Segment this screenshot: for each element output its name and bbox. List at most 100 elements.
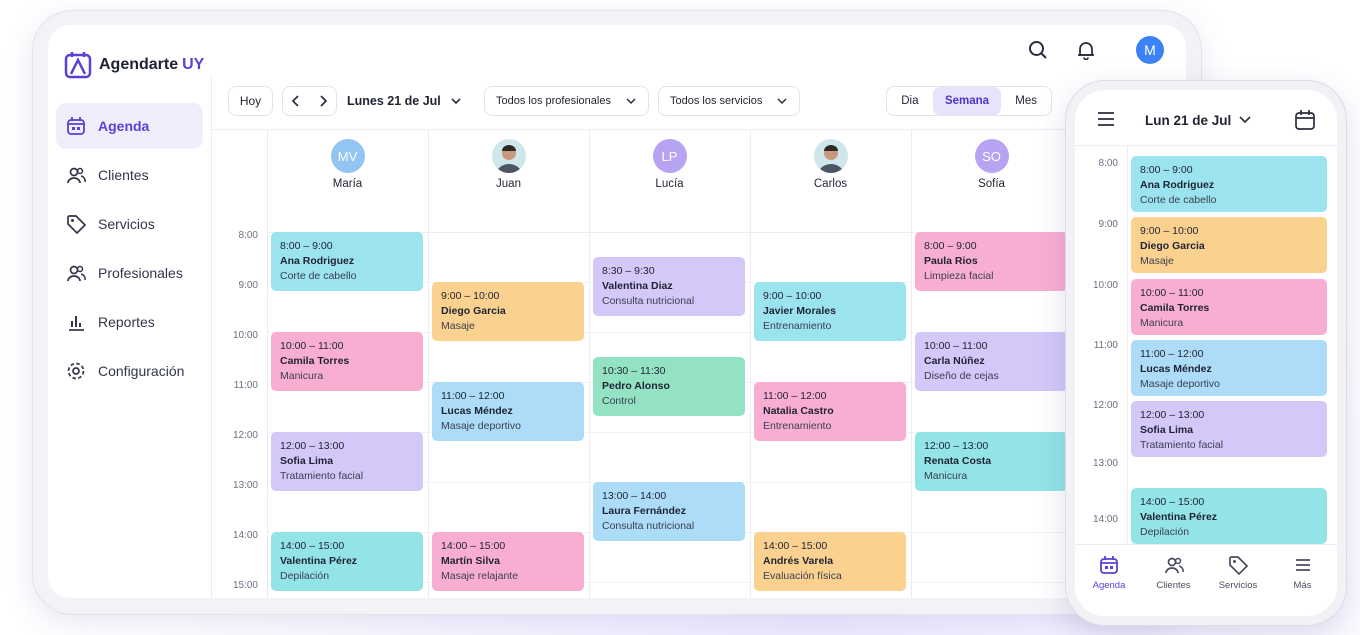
menu-icon[interactable] xyxy=(1097,111,1115,127)
tab-label: Servicios xyxy=(1218,580,1258,591)
professional-avatar[interactable]: SO xyxy=(974,139,1009,173)
appointment-service: Tratamiento facial xyxy=(1140,439,1224,451)
appointment-client: Laura Fernández xyxy=(602,505,687,517)
appointment-time: 12:00 – 13:00 xyxy=(924,440,989,452)
appointment-time: 10:30 – 11:30 xyxy=(602,365,666,377)
column-divider xyxy=(589,130,590,598)
filter-dropdown[interactable]: Todos los servicios xyxy=(658,86,800,116)
notifications-icon[interactable] xyxy=(1076,40,1096,60)
today-button[interactable]: Hoy xyxy=(228,86,273,116)
appointment-service: Depilación xyxy=(280,570,330,582)
nav-item[interactable]: Profesionales xyxy=(56,250,203,296)
appointment-card[interactable]: 9:00 – 10:00 Javier Morales Entrenamiento xyxy=(754,282,906,341)
appointment-card[interactable]: 10:30 – 11:30 Pedro Alonso Control xyxy=(593,357,745,416)
appointment-time: 8:00 – 9:00 xyxy=(924,240,977,252)
appointment-card[interactable]: 8:00 – 9:00 Ana Rodriguez Corte de cabello xyxy=(1131,156,1327,212)
appointment-card[interactable]: 13:00 – 14:00 Laura Fernández Consulta nut… xyxy=(593,482,745,541)
professional-name: María xyxy=(332,178,363,190)
appointment-time: 14:00 – 15:00 xyxy=(280,540,345,552)
logo-icon xyxy=(64,52,92,79)
tab-item[interactable]: Más xyxy=(1271,555,1335,591)
appointment-service: Depilación xyxy=(1140,526,1190,538)
filter-dropdown[interactable]: Todos los profesionales xyxy=(484,86,649,116)
appointment-card[interactable]: 12:00 – 13:00 Sofia Lima Tratamiento facia… xyxy=(271,432,423,491)
nav-item[interactable]: Clientes xyxy=(56,152,203,198)
appointment-time: 11:00 – 12:00 xyxy=(763,390,827,402)
appointment-card[interactable]: 14:00 – 15:00 Valentina Pérez Depilación xyxy=(271,532,423,591)
search-icon[interactable] xyxy=(1028,40,1048,60)
appointment-time: 12:00 – 13:00 xyxy=(1140,409,1205,421)
appointment-client: Renata Costa xyxy=(924,455,992,467)
tab-item[interactable]: Agenda xyxy=(1077,555,1141,591)
date-picker[interactable]: Lunes 21 de Jul xyxy=(347,86,463,116)
appointment-card[interactable]: 10:00 – 11:00 Camila Torres Manicura xyxy=(271,332,423,391)
appointment-card[interactable]: 8:00 – 9:00 Ana Rodriguez Corte de cabello xyxy=(271,232,423,291)
current-date: Lunes 21 de Jul xyxy=(347,94,441,108)
appointment-card[interactable]: 11:00 – 12:00 Natalia Castro Entrenamiento xyxy=(754,382,906,441)
nav-item[interactable]: Servicios xyxy=(56,201,203,247)
calendar-icon[interactable] xyxy=(1294,109,1316,131)
appointment-card[interactable]: 12:00 – 13:00 Sofia Lima Tratamiento facia… xyxy=(1131,401,1327,457)
appointment-card[interactable]: 9:00 – 10:00 Diego Garcia Masaje xyxy=(432,282,584,341)
appointment-card[interactable]: 14:00 – 15:00 Martín Silva Masaje relajant… xyxy=(432,532,584,591)
nav-item[interactable]: Configuración xyxy=(56,348,203,394)
phone-screen: Lun 21 de Jul Agenda Clientes Servicios Más… xyxy=(1075,90,1337,616)
tab-icon xyxy=(1295,559,1310,571)
appointment-service: Limpieza facial xyxy=(924,270,994,282)
appointment-client: Sofia Lima xyxy=(1140,424,1194,436)
chevron xyxy=(1239,116,1251,124)
nav-item[interactable]: Reportes xyxy=(56,299,203,345)
time-label: 13:00 xyxy=(1092,458,1118,469)
appointment-service: Manicura xyxy=(924,470,968,482)
appointment-client: Valentina Pérez xyxy=(280,555,358,567)
appointment-time: 8:00 – 9:00 xyxy=(280,240,333,252)
user-avatar[interactable]: M xyxy=(1136,36,1164,64)
appointment-card[interactable]: 11:00 – 12:00 Lucas Méndez Masaje deportiv… xyxy=(432,382,584,441)
appointment-card[interactable]: 14:00 – 15:00 Valentina Pérez Depilación xyxy=(1131,488,1327,544)
professional-avatar[interactable]: MV xyxy=(330,139,365,173)
appointment-card[interactable]: 8:30 – 9:30 Valentina Diaz Consulta nutric… xyxy=(593,257,745,316)
appointment-card[interactable]: 10:00 – 11:00 Carla Núñez Diseño de cejas xyxy=(915,332,1067,391)
appointment-client: Lucas Méndez xyxy=(1140,363,1212,375)
appointment-card[interactable]: 10:00 – 11:00 Camila Torres Manicura xyxy=(1131,279,1327,335)
professional-avatar[interactable] xyxy=(491,139,526,173)
appointment-time: 8:00 – 9:00 xyxy=(1140,164,1193,176)
appointment-time: 8:30 – 9:30 xyxy=(602,265,655,277)
professional-avatar[interactable] xyxy=(813,139,848,173)
view-option[interactable]: Mes xyxy=(1015,95,1038,107)
tab-item[interactable]: Clientes xyxy=(1142,555,1206,591)
nav-icon xyxy=(67,215,86,234)
appointment-service: Masaje relajante xyxy=(441,570,519,582)
appointment-client: Martín Silva xyxy=(441,555,500,567)
appointment-card[interactable]: 9:00 – 10:00 Diego Garcia Masaje xyxy=(1131,217,1327,273)
appointment-client: Camila Torres xyxy=(280,355,350,367)
view-option[interactable]: Dia xyxy=(901,95,919,107)
time-label: 10:00 xyxy=(232,330,258,341)
column-divider xyxy=(750,130,751,598)
view-option[interactable]: Semana xyxy=(932,87,1002,115)
appointment-time: 10:00 – 11:00 xyxy=(1140,287,1204,299)
appointment-client: Carla Núñez xyxy=(924,355,985,367)
time-label: 14:00 xyxy=(232,530,258,541)
divider xyxy=(1075,145,1337,146)
tab-icon xyxy=(1229,556,1248,575)
appointment-client: Andrés Varela xyxy=(763,555,834,567)
nav-icon xyxy=(67,117,85,135)
phone-date-picker[interactable]: Lun 21 de Jul xyxy=(1145,111,1253,129)
professional-avatar[interactable]: LP xyxy=(652,139,687,173)
appointment-card[interactable]: 14:00 – 15:00 Andrés Varela Evaluación fís… xyxy=(754,532,906,591)
appointment-card[interactable]: 12:00 – 13:00 Renata Costa Manicura xyxy=(915,432,1067,491)
divider xyxy=(267,232,1186,233)
appointment-card[interactable]: 11:00 – 12:00 Lucas Méndez Masaje deportiv… xyxy=(1131,340,1327,396)
logo[interactable]: Agendarte UY xyxy=(63,49,213,81)
date-nav xyxy=(282,86,337,116)
appointment-client: Ana Rodriguez xyxy=(280,255,355,267)
appointment-card[interactable]: 8:00 – 9:00 Paula Rios Limpieza facial xyxy=(915,232,1067,291)
time-label: 12:00 xyxy=(232,430,258,441)
appointment-service: Masaje xyxy=(1140,255,1174,267)
appointment-client: Valentina Diaz xyxy=(602,280,673,292)
grid-line xyxy=(267,432,1186,433)
nav-item[interactable]: Agenda xyxy=(56,103,203,149)
tab-item[interactable]: Servicios xyxy=(1206,555,1270,591)
bottom-nav: Agenda Clientes Servicios Más xyxy=(1075,544,1337,616)
